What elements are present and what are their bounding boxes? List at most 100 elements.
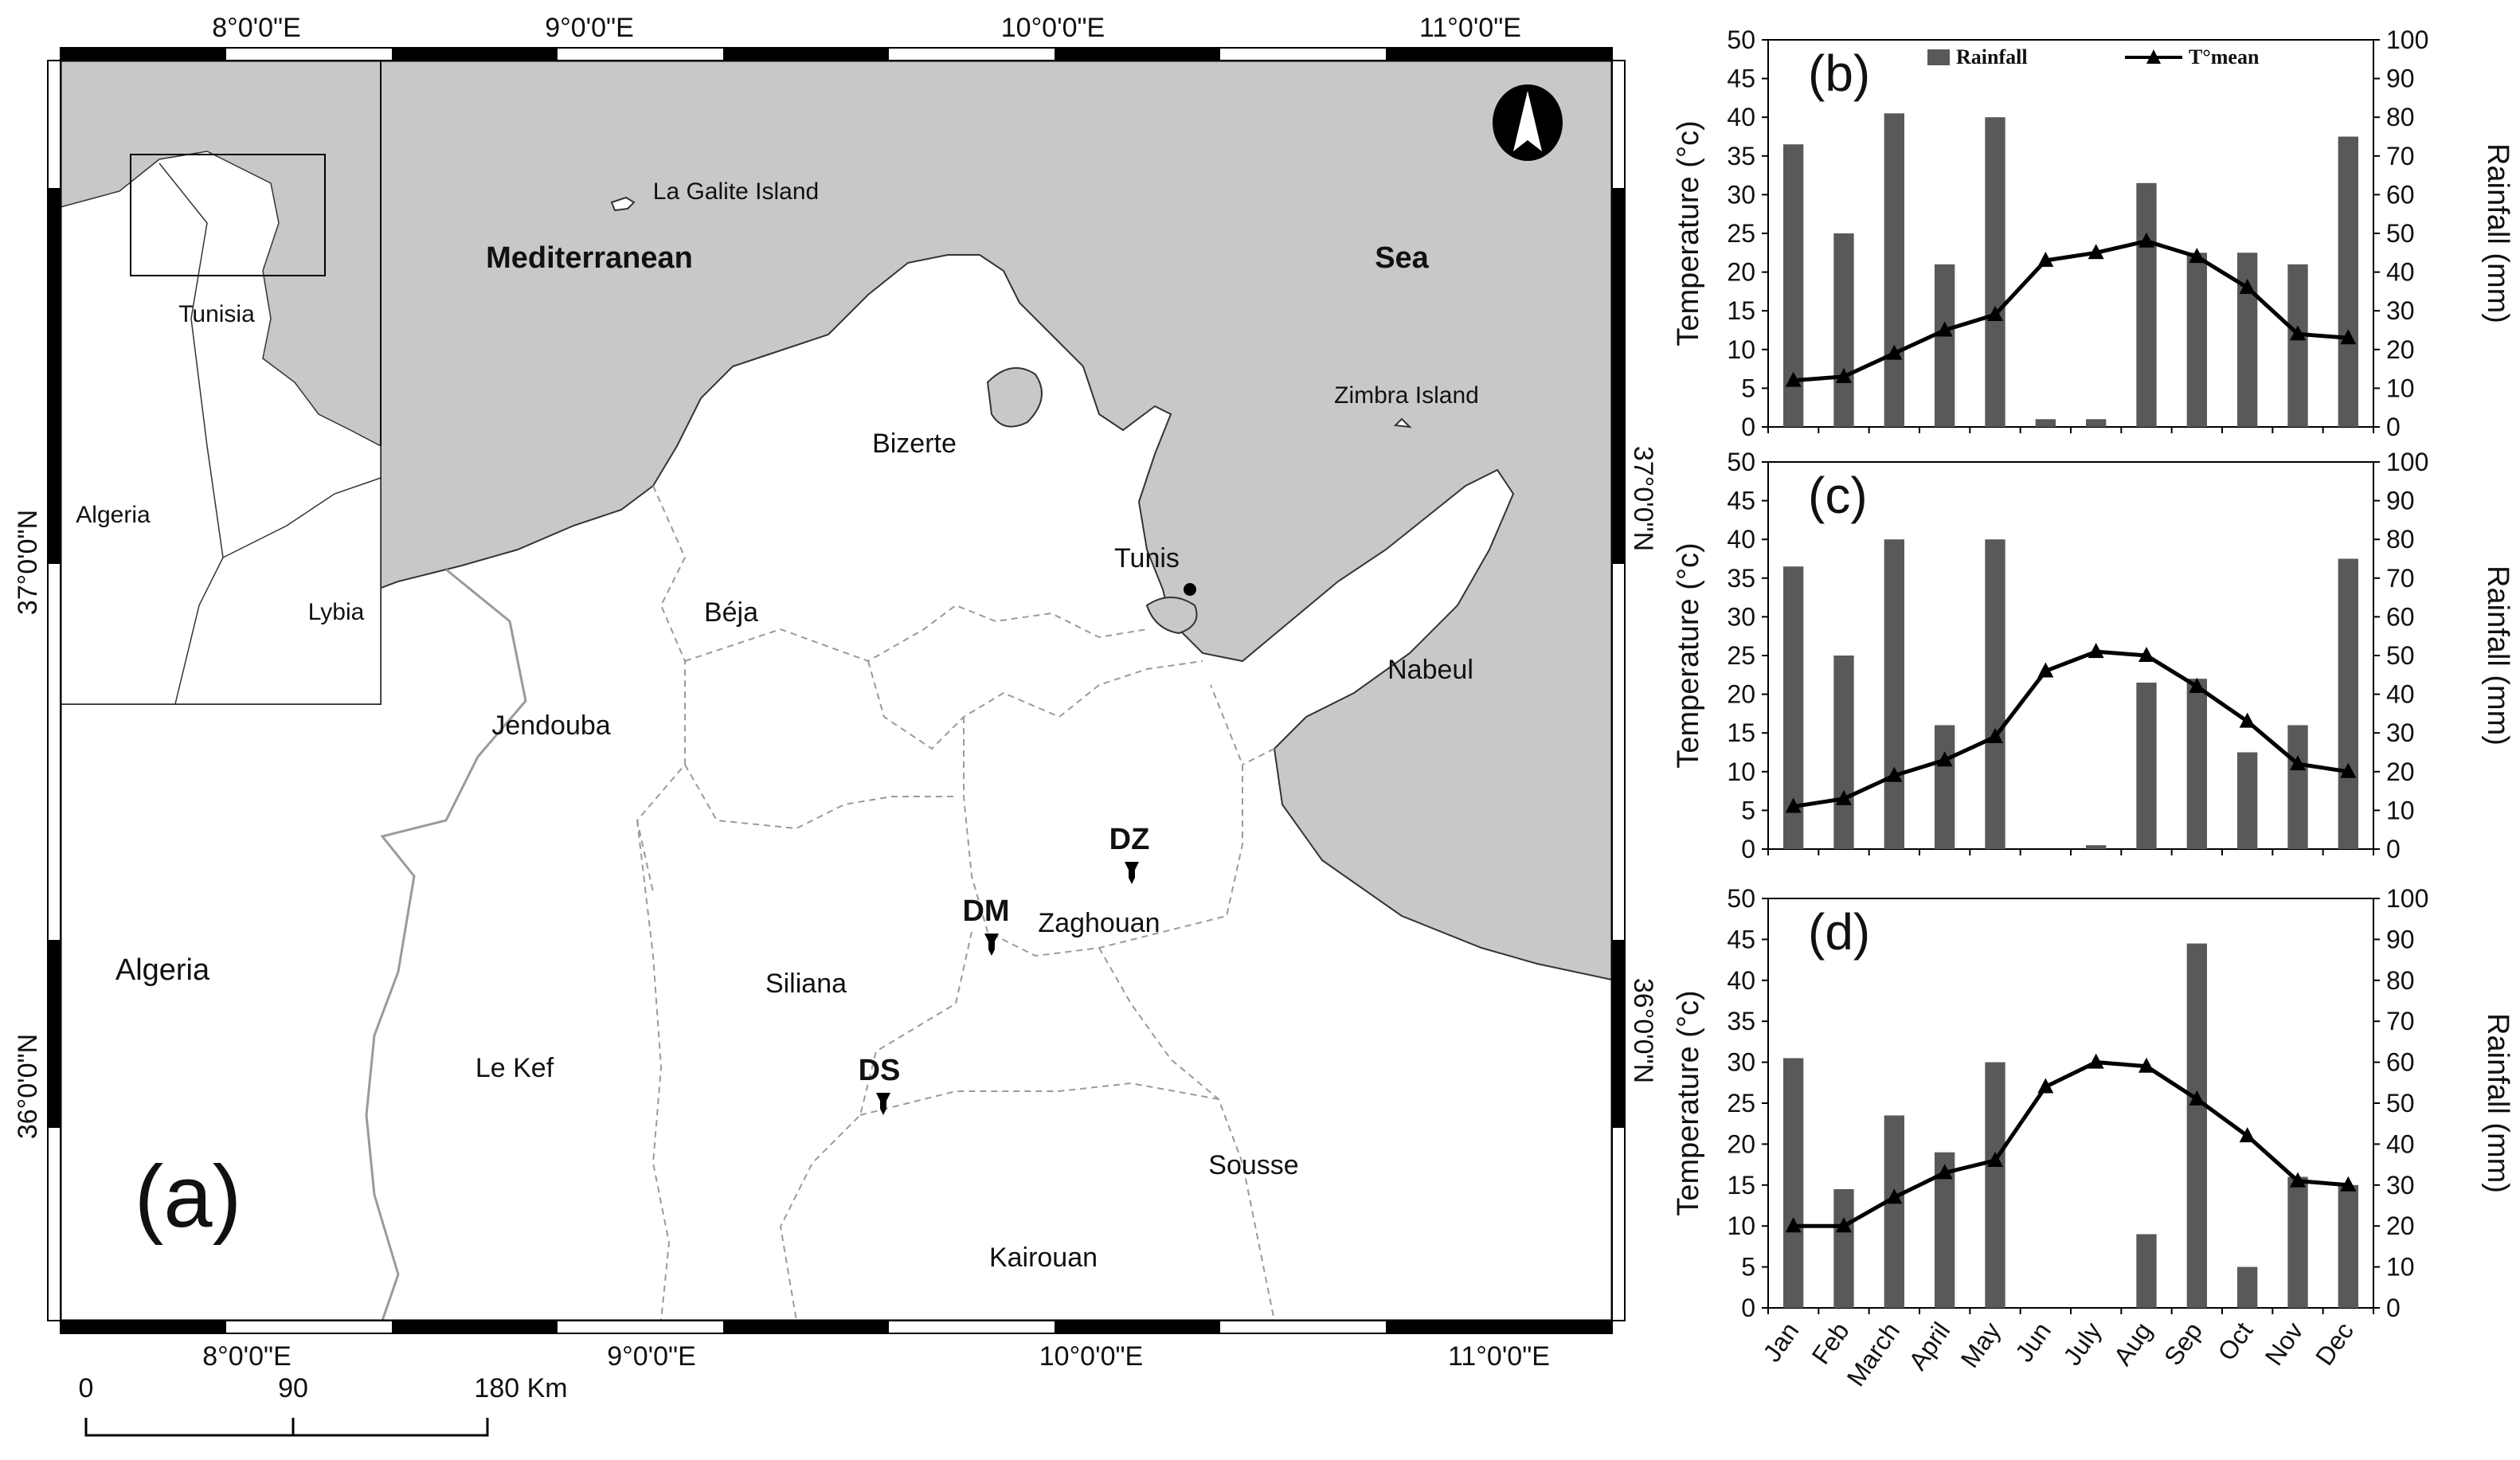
rainfall-bar — [2035, 419, 2056, 427]
rainfall-bar — [1884, 539, 1904, 849]
left-tick-label: 0 — [1741, 835, 1755, 863]
temperature-point — [1836, 1217, 1852, 1233]
right-tick-label: 80 — [2386, 525, 2415, 554]
temperature-point — [2037, 252, 2054, 268]
x-tick-label: April — [1903, 1317, 1955, 1375]
sea-label: Mediterranean — [486, 241, 693, 275]
rainfall-bar — [2086, 845, 2107, 849]
region-label: Zaghouan — [1038, 908, 1160, 938]
rainfall-bar — [1884, 1115, 1904, 1308]
left-tick-label: 25 — [1727, 219, 1755, 248]
inset-border-east — [222, 477, 382, 558]
temperature-point — [1886, 1188, 1903, 1204]
left-tick-label: 15 — [1727, 718, 1755, 747]
temperature-point — [1886, 766, 1903, 782]
region-label: Kairouan — [989, 1243, 1098, 1273]
right-tick-label: 30 — [2386, 296, 2415, 325]
x-tick-label: July — [2057, 1317, 2107, 1370]
left-tick-label: 30 — [1727, 602, 1755, 631]
temperature-point — [1785, 1217, 1802, 1233]
right-tick-label: 70 — [2386, 142, 2415, 170]
left-tick-label: 20 — [1727, 258, 1755, 287]
temperature-point — [2239, 712, 2256, 728]
inset-border — [158, 162, 224, 705]
right-tick-label: 80 — [2386, 966, 2415, 995]
rainfall-bar — [2237, 1266, 2258, 1308]
left-tick-label: 30 — [1727, 180, 1755, 209]
rainfall-bar — [1884, 113, 1904, 427]
region-label: Jendouba — [491, 710, 610, 741]
y-axis-title-right: Rainfall (mm) — [2481, 566, 2514, 746]
land-mass — [60, 254, 1613, 1321]
legend-temperature-label: T°mean — [2189, 45, 2260, 68]
right-tick-label: 20 — [2386, 757, 2415, 786]
rainfall-bar — [1985, 1062, 2005, 1308]
left-tick-label: 40 — [1727, 103, 1755, 131]
lon-label-top: 10°0'0"E — [1001, 13, 1105, 43]
temperature-line — [1793, 1060, 2349, 1228]
lat-label-right: 37°0'0"N — [1628, 446, 1657, 551]
rainfall-bar — [2338, 558, 2358, 849]
site-marker-ds — [876, 1093, 890, 1115]
lon-label-bottom: 8°0'0"E — [202, 1341, 292, 1372]
lon-label-top: 9°0'0"E — [545, 13, 634, 43]
rainfall-bar — [2186, 943, 2207, 1308]
zimbra-island — [1393, 417, 1412, 429]
left-tick-label: 45 — [1727, 487, 1755, 515]
left-tick-label: 10 — [1727, 1211, 1755, 1240]
rainfall-bar — [1935, 725, 1955, 849]
right-tick-label: 20 — [2386, 335, 2415, 364]
left-tick-label: 15 — [1727, 1171, 1755, 1200]
sea-label: Sea — [1375, 241, 1429, 275]
lat-label-right: 36°0'0"N — [1628, 978, 1657, 1083]
y-axis-title-left: Temperature (°c) — [1673, 990, 1705, 1215]
lat-label-left: 36°0'0"N — [13, 1034, 43, 1139]
scale-tick-label: 0 — [79, 1373, 94, 1403]
left-tick-label: 10 — [1727, 757, 1755, 786]
inset-label: Lybia — [308, 599, 365, 625]
temperature-point — [2290, 1172, 2306, 1188]
temperature-point — [2138, 1057, 2154, 1073]
x-tick-label: Feb — [1806, 1317, 1855, 1369]
temperature-point — [1785, 371, 1802, 387]
right-tick-label: 90 — [2386, 65, 2415, 93]
rainfall-bar — [2136, 1234, 2157, 1308]
rainfall-bar — [2338, 1184, 2358, 1308]
left-tick-label: 40 — [1727, 966, 1755, 995]
right-tick-label: 60 — [2386, 602, 2415, 631]
inset-extent-box — [130, 154, 326, 276]
x-tick-label: Jun — [2009, 1317, 2056, 1367]
temperature-point — [1836, 367, 1852, 383]
rainfall-bar — [2338, 136, 2358, 427]
right-tick-label: 70 — [2386, 564, 2415, 593]
algeria-tunisia-border — [365, 568, 527, 1321]
left-tick-label: 50 — [1727, 884, 1755, 913]
rainfall-bar — [2287, 1176, 2308, 1308]
climate-chart-b: 0 5 10 15 20 25 30 35 40 45 50 0 10 20 30 40 50 60 70 80 90 1… — [1673, 25, 2514, 441]
temperature-point — [1987, 1151, 2003, 1167]
panel-label: (d) — [1808, 903, 1870, 961]
left-tick-label: 45 — [1727, 925, 1755, 953]
rainfall-bar — [1985, 539, 2005, 849]
temperature-point — [1987, 306, 2003, 322]
temperature-point — [2239, 1127, 2256, 1143]
left-tick-label: 20 — [1727, 680, 1755, 709]
temperature-point — [2138, 647, 2154, 662]
rainfall-bar — [2237, 752, 2258, 849]
scale-tick-label: 90 — [278, 1373, 308, 1403]
right-tick-label: 30 — [2386, 1171, 2415, 1200]
site-label: DZ — [1109, 823, 1150, 856]
right-tick-label: 30 — [2386, 718, 2415, 747]
temperature-point — [2340, 1176, 2357, 1192]
study-area-map: 8°0'0"E 9°0'0"E 10°0'0"E 11°0'0"E 8°0'0"… — [13, 13, 1657, 1437]
temperature-point — [2088, 643, 2104, 659]
governorate-boundaries — [636, 485, 1275, 1321]
capital-marker — [1184, 583, 1196, 596]
right-tick-label: 10 — [2386, 1253, 2415, 1282]
left-tick-label: 30 — [1727, 1048, 1755, 1077]
site-marker-dm — [984, 934, 999, 956]
x-tick-label: May — [1955, 1317, 2006, 1372]
x-tick-label: Aug — [2108, 1317, 2158, 1370]
tunis-lake — [1145, 597, 1198, 635]
temperature-point — [2138, 232, 2154, 248]
